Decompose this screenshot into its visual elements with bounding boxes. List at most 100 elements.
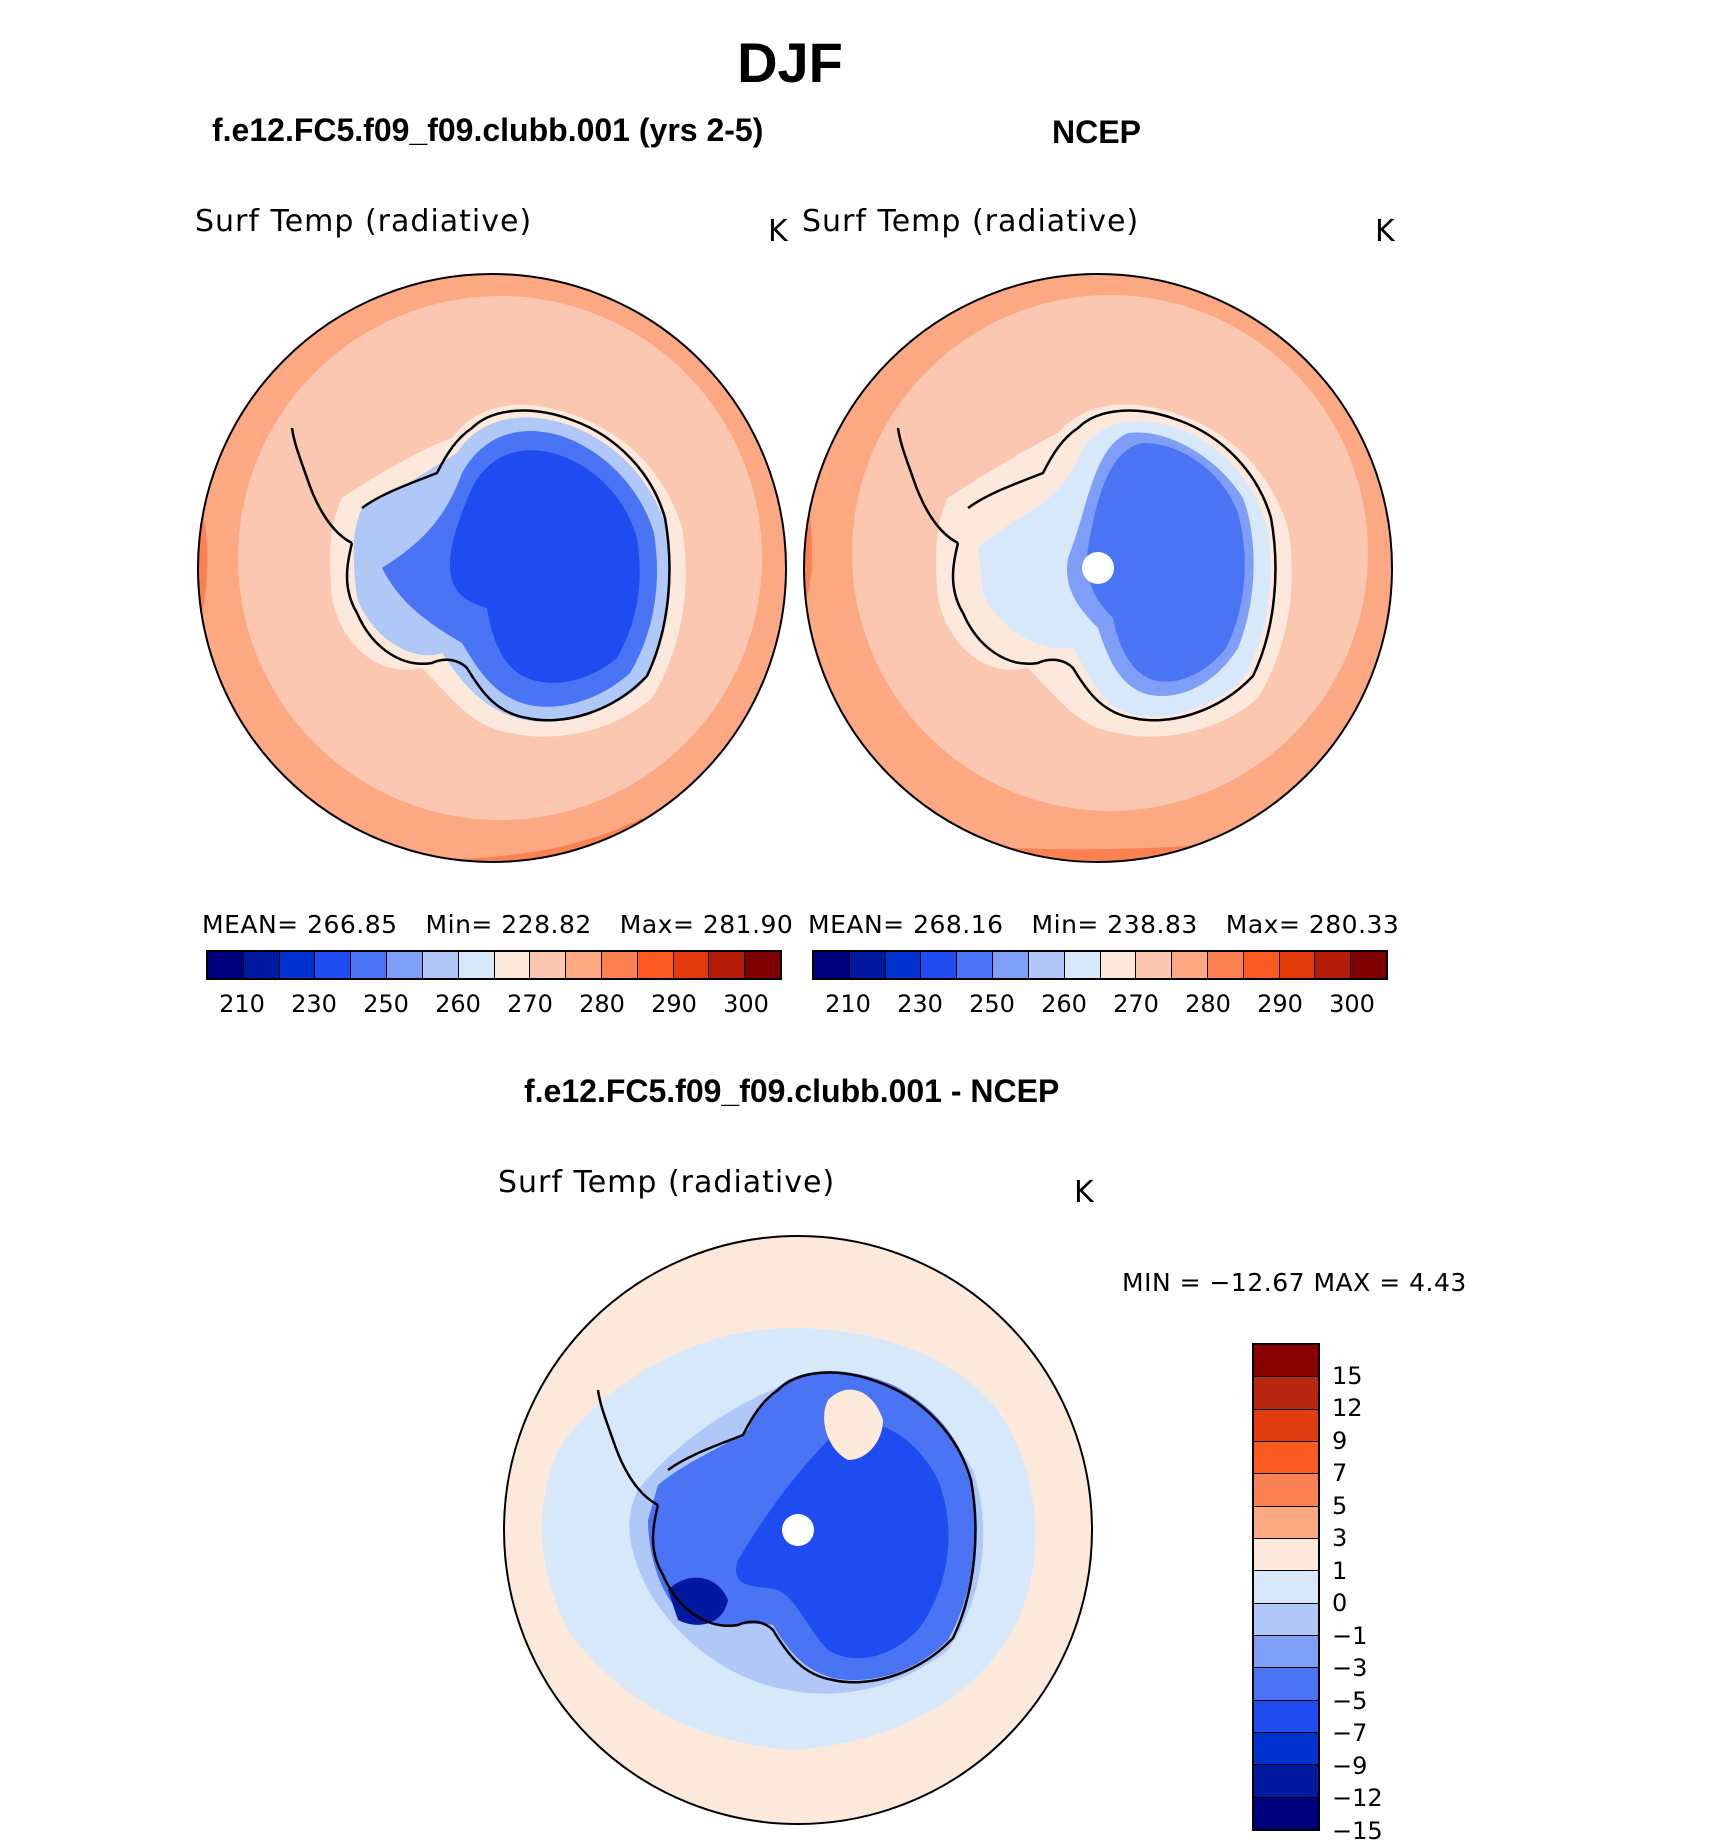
colorbar-tick-label: 260 — [1041, 990, 1087, 1018]
left-max: Max= 281.90 — [619, 910, 794, 939]
colorbar-tick-label: −15 — [1332, 1817, 1383, 1845]
colorbar-swatch — [1254, 1732, 1318, 1766]
colorbar-tick-label: 250 — [363, 990, 409, 1018]
colorbar-tick-label: −1 — [1332, 1621, 1368, 1650]
colorbar-tick-label: 15 — [1332, 1361, 1363, 1390]
colorbar-swatch — [1254, 1797, 1318, 1829]
missing-data-pole — [1082, 552, 1114, 584]
colorbar-swatch — [993, 952, 1029, 978]
diff-colorbar-ticks: 15 12 9 7 5 3 1 0 −1 −3 −5 −7 −9 −12 −15 — [1332, 1343, 1392, 1845]
colorbar-swatch — [1254, 1409, 1318, 1442]
diff-polar-map — [503, 1235, 1093, 1825]
map-icesheet-inner — [449, 450, 640, 683]
left-min: Min= 228.82 — [425, 910, 592, 939]
colorbar-tick-label: 5 — [1332, 1491, 1348, 1520]
colorbar-tick-label: 290 — [651, 990, 697, 1018]
colorbar-swatch — [637, 952, 674, 978]
colorbar-swatch — [849, 952, 886, 978]
colorbar-tick-label: 7 — [1332, 1459, 1348, 1488]
right-max: Max= 280.33 — [1225, 910, 1400, 939]
colorbar-swatch — [1254, 1700, 1318, 1733]
right-variable-label: Surf Temp (radiative) — [802, 204, 1140, 239]
left-variable-label: Surf Temp (radiative) — [195, 204, 533, 239]
colorbar-swatch — [745, 952, 780, 978]
left-mean: MEAN= 266.85 — [202, 910, 398, 939]
colorbar-swatch — [1136, 952, 1173, 978]
colorbar-swatch — [243, 952, 280, 978]
colorbar-swatch — [601, 952, 638, 978]
colorbar-swatch — [1207, 952, 1244, 978]
colorbar-tick-label: 270 — [1113, 990, 1159, 1018]
colorbar-tick-label: 12 — [1332, 1394, 1363, 1423]
right-units-label: K — [1375, 214, 1395, 249]
colorbar-tick-label: −5 — [1332, 1686, 1368, 1715]
right-panel-title: NCEP — [1052, 114, 1141, 150]
colorbar-tick-label: 300 — [1329, 990, 1375, 1018]
colorbar-tick-label: 230 — [897, 990, 943, 1018]
colorbar-swatch — [279, 952, 316, 978]
colorbar-tick-label: 3 — [1332, 1524, 1348, 1553]
diff-variable-label: Surf Temp (radiative) — [498, 1165, 836, 1200]
colorbar-swatch — [1254, 1538, 1318, 1572]
colorbar-swatch — [1172, 952, 1208, 978]
colorbar-tick-label: 1 — [1332, 1556, 1348, 1585]
diff-units-label: K — [1074, 1175, 1094, 1210]
colorbar-swatch — [494, 952, 531, 978]
colorbar-swatch — [1064, 952, 1101, 978]
colorbar-swatch — [1351, 952, 1386, 978]
diff-colorbar — [1252, 1343, 1320, 1831]
right-min: Min= 238.83 — [1031, 910, 1198, 939]
colorbar-swatch — [1315, 952, 1352, 978]
colorbar-swatch — [1254, 1668, 1318, 1701]
colorbar-swatch — [530, 952, 567, 978]
colorbar-swatch — [957, 952, 994, 978]
left-colorbar — [206, 950, 782, 980]
colorbar-tick-label: −3 — [1332, 1654, 1368, 1683]
colorbar-tick-label: 260 — [435, 990, 481, 1018]
colorbar-swatch — [1254, 1635, 1318, 1669]
colorbar-tick-label: −9 — [1332, 1751, 1368, 1780]
colorbar-swatch — [1254, 1377, 1318, 1410]
colorbar-swatch — [814, 952, 850, 978]
colorbar-tick-label: 270 — [507, 990, 553, 1018]
colorbar-swatch — [458, 952, 495, 978]
colorbar-swatch — [1254, 1474, 1318, 1507]
colorbar-tick-label: 300 — [723, 990, 769, 1018]
diff-stats: MIN = −12.67 MAX = 4.43 — [1122, 1268, 1467, 1297]
colorbar-swatch — [885, 952, 922, 978]
colorbar-swatch — [208, 952, 244, 978]
left-panel-title: f.e12.FC5.f09_f09.clubb.001 (yrs 2-5) — [212, 112, 764, 148]
colorbar-swatch — [1243, 952, 1280, 978]
colorbar-swatch — [315, 952, 352, 978]
colorbar-tick-label: 250 — [969, 990, 1015, 1018]
right-mean: MEAN= 268.16 — [808, 910, 1004, 939]
colorbar-swatch — [709, 952, 746, 978]
right-stats: MEAN= 268.16 Min= 238.83 Max= 280.33 — [808, 910, 1427, 939]
colorbar-tick-label: −7 — [1332, 1719, 1368, 1748]
colorbar-swatch — [1028, 952, 1065, 978]
colorbar-swatch — [1254, 1765, 1318, 1798]
colorbar-tick-label: 210 — [825, 990, 871, 1018]
colorbar-tick-label: 230 — [291, 990, 337, 1018]
right-colorbar-ticks: 210 230 250 260 270 280 290 300 — [812, 990, 1388, 1020]
left-colorbar-ticks: 210 230 250 260 270 280 290 300 — [206, 990, 782, 1020]
colorbar-swatch — [1254, 1441, 1318, 1475]
colorbar-tick-label: 280 — [1185, 990, 1231, 1018]
colorbar-swatch — [422, 952, 459, 978]
colorbar-tick-label: 9 — [1332, 1426, 1348, 1455]
colorbar-tick-label: 290 — [1257, 990, 1303, 1018]
colorbar-tick-label: 280 — [579, 990, 625, 1018]
colorbar-swatch — [566, 952, 602, 978]
right-polar-map — [803, 273, 1393, 863]
colorbar-swatch — [387, 952, 423, 978]
colorbar-swatch — [921, 952, 958, 978]
colorbar-swatch — [1254, 1571, 1318, 1604]
colorbar-swatch — [351, 952, 388, 978]
colorbar-swatch — [1100, 952, 1137, 978]
figure-title: DJF — [737, 31, 843, 94]
colorbar-swatch — [1279, 952, 1316, 978]
colorbar-tick-label: −12 — [1332, 1784, 1383, 1813]
map-coastline — [345, 409, 671, 722]
colorbar-swatch — [1254, 1345, 1318, 1378]
left-units-label: K — [768, 214, 788, 249]
